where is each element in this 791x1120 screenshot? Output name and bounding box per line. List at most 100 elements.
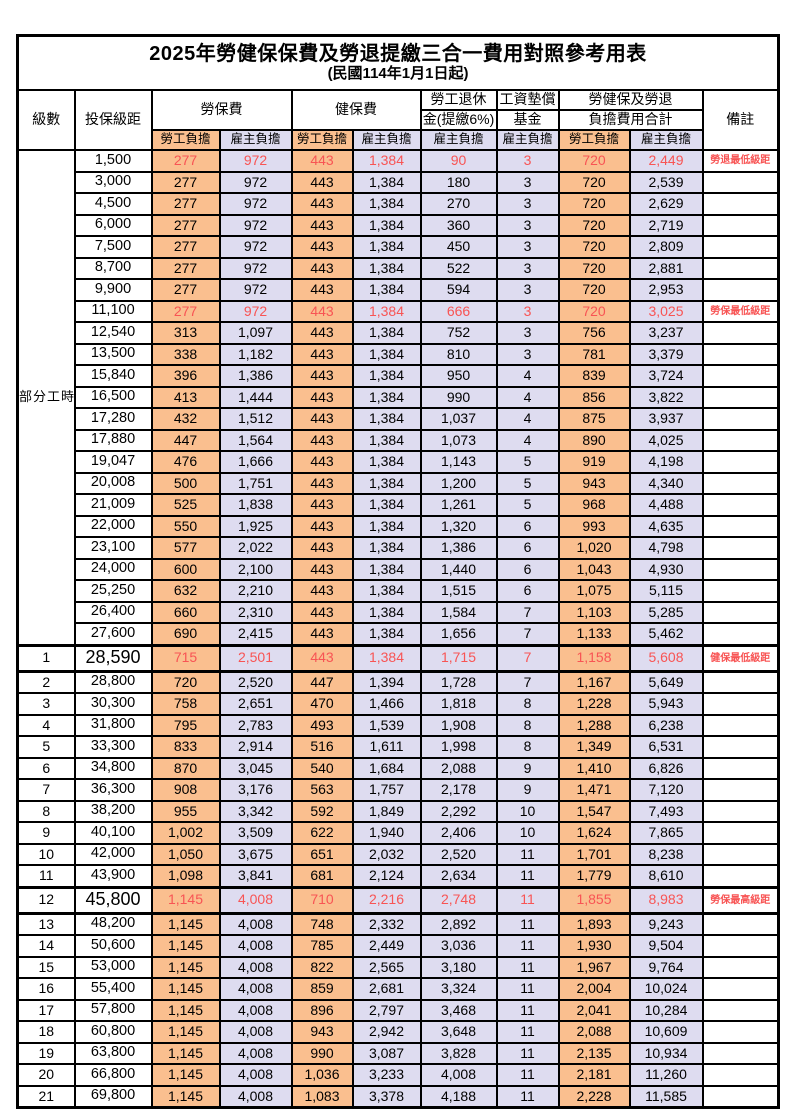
table-row: 11,100 277 972 443 1,384 666 3 720 3,025 勞保最低級距 <box>18 299 780 323</box>
table-row: 7 36,300 908 3,176 563 1,757 2,178 9 1,471 7,120 <box>16 778 780 802</box>
table-row: 8 38,200 955 3,342 592 1,849 2,292 10 1,547 7,493 <box>16 799 780 823</box>
table-row: 27,600 690 2,415 443 1,384 1,656 7 1,133 5,462 <box>18 622 780 646</box>
value-cell: 8 <box>495 713 560 737</box>
value-cell: 396 <box>150 364 221 388</box>
value-cell: 2,332 <box>351 912 422 936</box>
value-cell: 1,547 <box>557 799 631 823</box>
value-cell: 651 <box>290 842 354 866</box>
header-row-shares: 勞工負擔 雇主負擔 勞工負擔 雇主負擔 雇主負擔 雇主負擔 勞工負擔 雇主負擔 <box>18 129 779 151</box>
subheader-labor-employee: 勞工負擔 <box>150 129 221 151</box>
value-cell: 4,930 <box>628 557 704 581</box>
salary-bracket-cell: 7,500 <box>73 235 153 259</box>
value-cell: 1,584 <box>419 600 498 624</box>
salary-bracket-cell: 3,000 <box>73 170 153 194</box>
value-cell: 632 <box>150 579 221 603</box>
table-row: 22,000 550 1,925 443 1,384 1,320 6 993 4,635 <box>18 514 780 538</box>
remark-cell <box>701 493 780 517</box>
table-row: 10 42,000 1,050 3,675 651 2,032 2,520 11 1,701 8,… <box>16 842 780 866</box>
remark-cell <box>701 1063 780 1087</box>
header-row-group1: 級數 投保級距 勞保費 健保費 勞工退休 工資墊償 勞健保及勞退 備註 <box>16 89 780 151</box>
value-cell: 1,384 <box>351 256 422 280</box>
remark-cell <box>701 799 780 823</box>
table-row: 19 63,800 1,145 4,008 990 3,087 3,828 11 2,135 10… <box>16 1041 780 1065</box>
value-cell: 1,145 <box>150 1063 221 1087</box>
remark-cell <box>701 692 780 716</box>
remark-cell <box>701 934 780 958</box>
value-cell: 443 <box>290 342 354 366</box>
value-cell: 896 <box>290 998 354 1022</box>
remark-cell <box>701 278 780 302</box>
value-cell: 1,818 <box>419 692 498 716</box>
value-cell: 666 <box>419 299 498 323</box>
level-cell: 2 <box>16 670 76 694</box>
value-cell: 432 <box>150 407 221 431</box>
value-cell: 2,041 <box>557 998 631 1022</box>
level-cell: 8 <box>16 799 76 823</box>
value-cell: 2,681 <box>351 977 422 1001</box>
value-cell: 3,509 <box>218 821 293 845</box>
remark-cell: 勞退最低級距 <box>701 149 780 173</box>
subheader-total-employee: 勞工負擔 <box>557 129 631 151</box>
value-cell: 839 <box>557 364 631 388</box>
value-cell: 11 <box>495 1041 560 1065</box>
value-cell: 3 <box>495 256 560 280</box>
value-cell: 11 <box>495 912 560 936</box>
level-cell: 10 <box>16 842 76 866</box>
value-cell: 972 <box>218 192 293 216</box>
value-cell: 4,008 <box>218 1063 293 1087</box>
salary-bracket-cell: 55,400 <box>73 977 153 1001</box>
remark-cell <box>701 670 780 694</box>
value-cell: 1,200 <box>419 471 498 495</box>
value-cell: 690 <box>150 622 221 646</box>
value-cell: 7 <box>495 643 560 673</box>
salary-bracket-cell: 17,280 <box>73 407 153 431</box>
table-row: 6 34,800 870 3,045 540 1,684 2,088 9 1,410 6,826 <box>16 756 780 780</box>
value-cell: 3 <box>495 213 560 237</box>
value-cell: 443 <box>290 600 354 624</box>
salary-bracket-cell: 24,000 <box>73 557 153 581</box>
value-cell: 11,585 <box>628 1084 704 1109</box>
value-cell: 493 <box>290 713 354 737</box>
value-cell: 443 <box>290 428 354 452</box>
value-cell: 1,050 <box>150 842 221 866</box>
remark-cell <box>701 321 780 345</box>
value-cell: 1,998 <box>419 735 498 759</box>
value-cell: 8,983 <box>628 885 704 915</box>
value-cell: 2,088 <box>557 1020 631 1044</box>
value-cell: 3,324 <box>419 977 498 1001</box>
value-cell: 1,849 <box>351 799 422 823</box>
value-cell: 2,022 <box>218 536 293 560</box>
value-cell: 990 <box>290 1041 354 1065</box>
value-cell: 919 <box>557 450 631 474</box>
value-cell: 3,648 <box>419 1020 498 1044</box>
value-cell: 443 <box>290 149 354 173</box>
value-cell: 1,384 <box>351 450 422 474</box>
table-row: 23,100 577 2,022 443 1,384 1,386 6 1,020 4,798 <box>18 536 780 560</box>
salary-bracket-cell: 28,800 <box>73 670 153 694</box>
value-cell: 10,934 <box>628 1041 704 1065</box>
value-cell: 2,292 <box>419 799 498 823</box>
value-cell: 720 <box>557 149 631 173</box>
value-cell: 4,488 <box>628 493 704 517</box>
value-cell: 890 <box>557 428 631 452</box>
value-cell: 4 <box>495 407 560 431</box>
salary-bracket-cell: 11,100 <box>73 299 153 323</box>
value-cell: 540 <box>290 756 354 780</box>
table-row: 13,500 338 1,182 443 1,384 810 3 781 3,379 <box>18 342 780 366</box>
value-cell: 2,216 <box>351 885 422 915</box>
value-cell: 3 <box>495 170 560 194</box>
salary-bracket-cell: 17,880 <box>73 428 153 452</box>
title-row: 2025年勞健保保費及勞退提繳三合一費用對照參考用表 (民國114年1月1日起) <box>16 34 780 91</box>
remark-cell <box>701 955 780 979</box>
value-cell: 277 <box>150 235 221 259</box>
value-cell: 6 <box>495 536 560 560</box>
salary-bracket-cell: 40,100 <box>73 821 153 845</box>
value-cell: 11 <box>495 842 560 866</box>
value-cell: 720 <box>557 299 631 323</box>
value-cell: 972 <box>218 213 293 237</box>
value-cell: 277 <box>150 278 221 302</box>
value-cell: 11 <box>495 977 560 1001</box>
value-cell: 5,462 <box>628 622 704 646</box>
value-cell: 443 <box>290 213 354 237</box>
